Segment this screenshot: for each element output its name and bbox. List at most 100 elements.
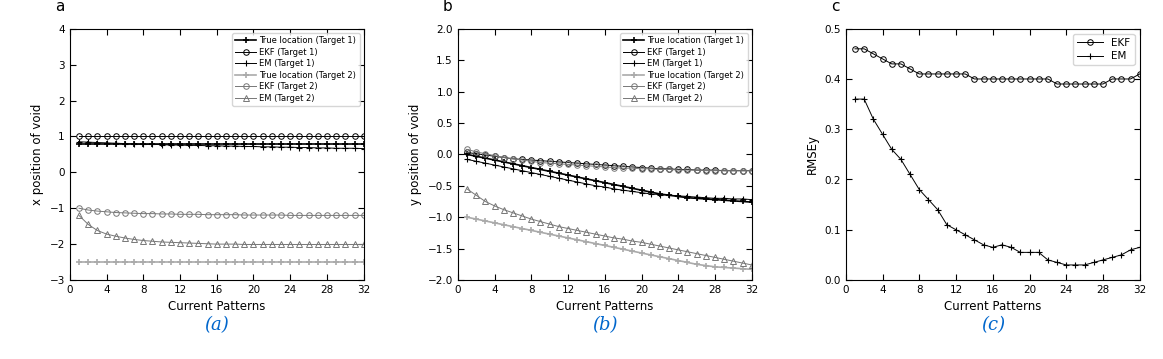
EM (Target 1) [506,167,520,171]
True location (Target 2) [320,260,334,264]
EM (Target 1) [164,143,178,147]
EKF (Target 2) [607,165,621,170]
EKF (Target 1) [274,134,288,139]
EM (Target 2) [155,240,169,244]
True location (Target 1) [727,199,741,203]
EM [1032,250,1046,255]
Legend: True location (Target 1), EKF (Target 1), EM (Target 1), True location (Target 2: True location (Target 1), EKF (Target 1)… [620,33,748,106]
True location (Target 2) [579,239,593,244]
EKF [977,77,991,81]
EKF (Target 2) [200,213,214,217]
EM (Target 2) [561,227,575,231]
EKF (Target 1) [237,134,251,139]
True location (Target 1) [100,141,114,146]
EKF [904,67,918,71]
EM (Target 1) [256,145,270,149]
EM (Target 1) [652,192,666,197]
EM (Target 1) [699,196,713,200]
True location (Target 2) [209,260,223,264]
EKF (Target 2) [274,213,288,217]
EKF (Target 2) [228,213,242,217]
EM (Target 1) [727,197,741,201]
True location (Target 2) [497,223,511,227]
EM (Target 2) [338,242,352,247]
True location (Target 1) [320,141,334,146]
True location (Target 1) [200,141,214,146]
EKF (Target 1) [635,165,649,170]
EM (Target 1) [461,157,475,162]
True location (Target 2) [228,260,242,264]
Line: EKF (Target 1): EKF (Target 1) [464,150,755,173]
EM [1050,260,1064,265]
True location (Target 2) [256,260,270,264]
EM [894,157,908,162]
EM (Target 2) [598,234,612,238]
True location (Target 2) [338,260,352,264]
Text: c: c [832,0,840,14]
EKF (Target 2) [192,212,206,216]
EM (Target 1) [515,169,529,173]
EKF [866,52,880,56]
EM (Target 1) [635,191,649,195]
True location (Target 1) [81,141,95,146]
EKF (Target 2) [461,147,475,151]
EKF (Target 1) [256,134,270,139]
True location (Target 2) [311,260,324,264]
EKF (Target 2) [662,167,676,172]
EKF (Target 1) [284,134,298,139]
X-axis label: Current Patterns: Current Patterns [944,300,1041,313]
EKF [876,57,890,61]
EKF (Target 1) [561,160,575,165]
EM (Target 2) [534,219,548,224]
True location (Target 1) [256,141,270,146]
EM (Target 2) [183,241,197,245]
EKF (Target 2) [635,167,649,171]
EM [857,97,871,101]
Line: EM (Target 2): EM (Target 2) [464,186,755,268]
EKF (Target 2) [117,211,131,215]
EKF [1087,82,1101,86]
True location (Target 1) [348,141,362,146]
True location (Target 2) [91,260,105,264]
EKF (Target 2) [552,162,566,166]
True location (Target 2) [127,260,141,264]
True location (Target 2) [543,232,557,236]
EM [885,147,899,151]
EKF [949,72,963,76]
EKF (Target 1) [155,134,169,139]
EKF (Target 1) [671,167,685,172]
Line: True location (Target 1): True location (Target 1) [76,140,368,147]
True location (Target 1) [561,173,575,177]
True location (Target 1) [145,141,159,146]
EKF (Target 2) [209,213,223,217]
True location (Target 1) [72,141,86,146]
EKF (Target 2) [292,213,306,218]
EKF (Target 2) [626,166,640,171]
EM (Target 1) [200,144,214,148]
EKF (Target 2) [671,168,685,172]
EM (Target 1) [81,140,95,144]
EKF [1004,77,1018,81]
EM (Target 2) [708,255,722,260]
EM (Target 2) [311,242,324,247]
EKF (Target 1) [461,150,475,155]
True location (Target 1) [543,169,557,173]
True location (Target 1) [478,156,492,160]
EM (Target 2) [348,242,362,247]
True location (Target 2) [744,267,758,271]
EM (Target 2) [192,241,206,246]
EM [921,197,935,202]
True location (Target 1) [274,141,288,146]
EKF (Target 2) [680,168,694,172]
True location (Target 1) [616,184,630,188]
EM [1105,255,1119,260]
EKF (Target 2) [699,169,713,173]
EM (Target 2) [735,261,749,265]
EKF (Target 1) [506,157,520,161]
EM (Target 1) [274,145,288,149]
EM (Target 1) [247,144,261,149]
EM (Target 1) [543,174,557,178]
True location (Target 1) [643,190,657,194]
True location (Target 1) [228,141,242,146]
EM (Target 1) [72,140,86,144]
